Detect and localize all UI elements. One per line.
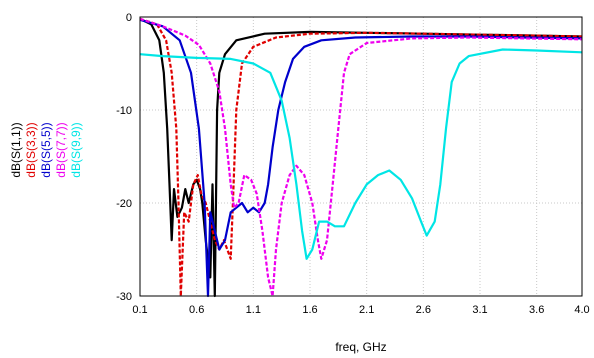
x-tick-label: 3.6 <box>529 304 544 316</box>
x-tick-labels: 0.1 0.6 1.1 1.6 2.1 2.6 3.1 3.6 4.0 <box>132 304 589 316</box>
y-tick-label: -10 <box>116 105 132 117</box>
x-axis-label: freq, GHz <box>335 340 386 354</box>
y-tick-label: -30 <box>116 291 132 303</box>
y-tick-label: 0 <box>126 12 132 24</box>
legend-entry: dB(S(3,3)) <box>24 122 38 177</box>
x-tick-label: 2.6 <box>416 304 431 316</box>
x-tick-label: 3.1 <box>472 304 487 316</box>
x-tick-label: 4.0 <box>574 304 589 316</box>
series-line-5 <box>139 48 583 260</box>
legend-entry: dB(S(7,7)) <box>54 122 68 177</box>
series-layer <box>139 17 583 298</box>
x-tick-label: 2.1 <box>359 304 374 316</box>
series-line-3 <box>139 18 583 298</box>
plot-frame <box>139 16 583 297</box>
x-tick-label: 0.1 <box>132 304 147 316</box>
x-tick-label: 0.6 <box>189 304 204 316</box>
y-tick-label: -20 <box>116 198 132 210</box>
x-tick-label: 1.1 <box>246 304 261 316</box>
legend-entry: dB(S(1,1)) <box>9 122 23 177</box>
series-line-1 <box>139 17 583 298</box>
legend: dB(S(1,1)) dB(S(3,3)) dB(S(5,5)) dB(S(7,7))… <box>9 122 83 177</box>
legend-entry: dB(S(9,9)) <box>69 122 83 177</box>
x-tick-label: 1.6 <box>302 304 317 316</box>
legend-entry: dB(S(5,5)) <box>39 122 53 177</box>
series-line-4 <box>139 17 583 298</box>
y-tick-labels: 0 -10 -20 -30 <box>116 12 132 303</box>
